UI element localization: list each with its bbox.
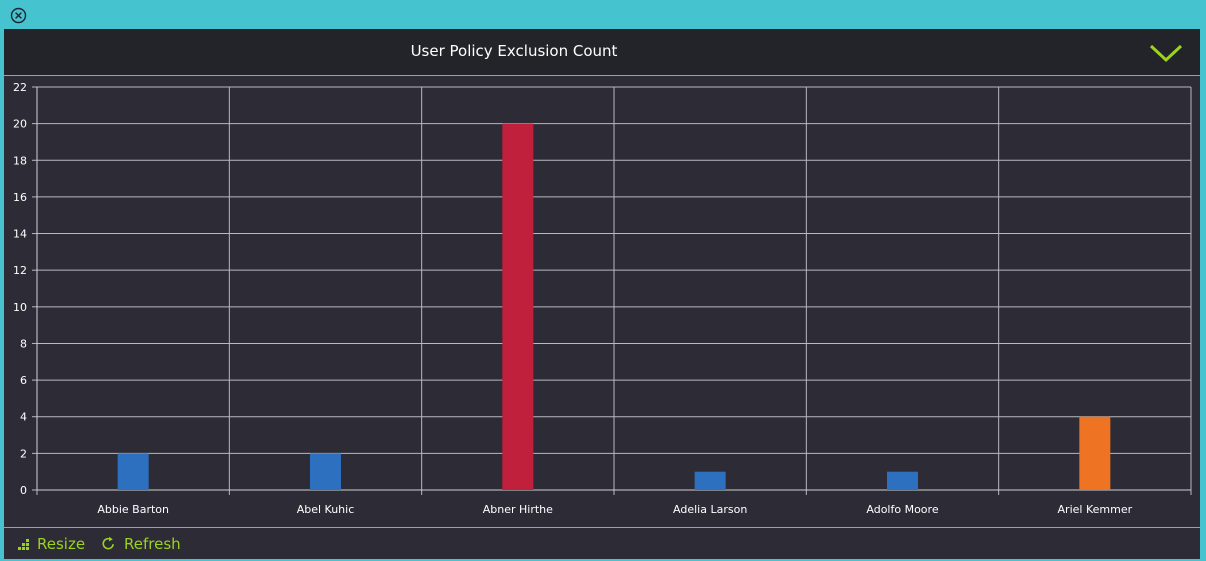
y-tick-label: 16 [13,191,27,204]
y-tick-label: 18 [13,154,27,167]
y-tick-label: 22 [13,81,27,94]
window-title-bar [0,0,1206,30]
y-tick-label: 0 [20,484,27,497]
refresh-label: Refresh [124,534,181,553]
x-tick-label: Abbie Barton [97,503,169,516]
widget-title: User Policy Exclusion Count [410,42,618,60]
y-tick-label: 10 [13,301,27,314]
widget-panel: User Policy Exclusion Count 0 2 4 6 8 10 12 14 1… [3,28,1201,559]
widget-footer: Resize Refresh [4,527,1200,559]
y-tick-label: 12 [13,264,27,277]
bar-chart: 0 2 4 6 8 10 12 14 16 18 20 22 Abbie Barton Abel Kuhi… [4,77,1200,527]
y-tick-label: 4 [20,411,27,424]
bar-ariel-kemmer [1079,416,1111,490]
refresh-button[interactable]: Refresh [101,528,181,559]
x-tick-label: Abner Hirthe [483,503,553,516]
bar-abbie-barton [117,453,149,490]
chevron-down-icon[interactable] [1148,41,1184,65]
bar-abner-hirthe [502,123,534,491]
x-tick-label: Abel Kuhic [297,503,355,516]
widget-header: User Policy Exclusion Count [4,29,1200,76]
resize-label: Resize [37,534,86,553]
y-tick-label: 6 [20,374,27,387]
resize-dots-icon [18,538,29,550]
x-tick-label: Adolfo Moore [866,503,938,516]
y-tick-label: 2 [20,447,27,460]
bar-adolfo-moore [887,471,918,490]
y-tick-label: 14 [13,228,27,241]
x-tick-label: Adelia Larson [673,503,747,516]
bar-abel-kuhic [310,453,341,490]
x-tick-label: Ariel Kemmer [1058,503,1133,516]
close-circle-icon[interactable] [10,7,27,24]
y-tick-label: 8 [20,337,27,350]
bar-adelia-larson [694,471,726,490]
resize-button[interactable]: Resize [15,528,85,559]
bar-chart-svg: 0 2 4 6 8 10 12 14 16 18 20 22 Abbie Barton Abel Kuhi… [13,81,1192,516]
refresh-icon [102,536,114,550]
y-tick-label: 20 [13,118,27,131]
